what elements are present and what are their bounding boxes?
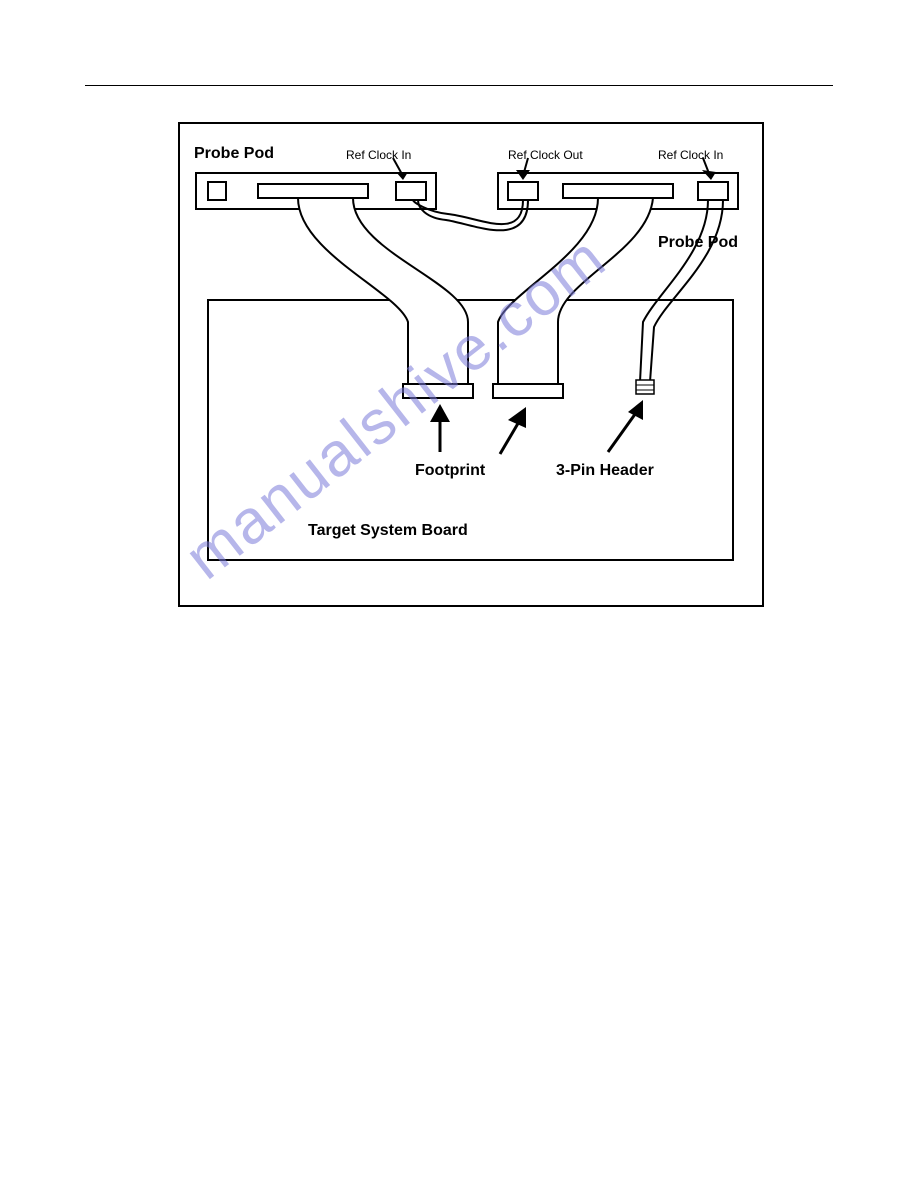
label-ref-clock-in-right: Ref Clock In [658,148,723,162]
label-probe-pod-right: Probe Pod [658,234,738,252]
label-ref-clock-out: Ref Clock Out [508,148,583,162]
label-probe-pod-left: Probe Pod [194,145,274,163]
diagram-svg [178,122,764,607]
label-target-system-board: Target System Board [308,522,468,540]
label-footprint: Footprint [415,462,485,480]
label-ref-clock-in-left: Ref Clock In [346,148,411,162]
label-three-pin-header: 3-Pin Header [556,462,654,480]
header-rule [85,85,833,86]
